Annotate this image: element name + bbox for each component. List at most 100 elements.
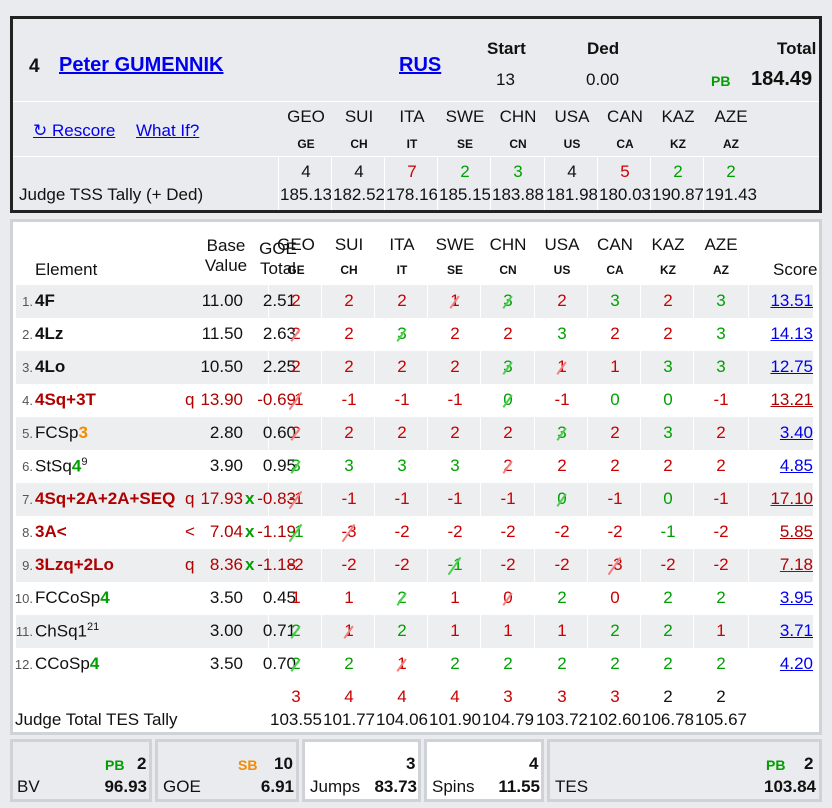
- element-name: 4Lo: [35, 357, 65, 377]
- judge-mark: 2: [482, 324, 534, 344]
- judge-mark-value: 2: [610, 324, 620, 343]
- element-score-link[interactable]: 13.51: [770, 291, 813, 310]
- row-background: [16, 417, 813, 450]
- element-name: FCSp3: [35, 423, 88, 443]
- element-score-link[interactable]: 12.75: [770, 357, 813, 376]
- table-row: 4. 4Sq+3T q 13.90 -0.69 -1 -1 -1 -1 0 -1 0 0 -1 13.21: [13, 384, 813, 417]
- skater-name-link[interactable]: Peter GUMENNIK: [59, 54, 224, 76]
- element-score-link[interactable]: 4.85: [779, 456, 813, 475]
- judge-mark: 2: [323, 357, 375, 377]
- judge-mark-value: -2: [713, 555, 729, 574]
- judge-mark: 0: [536, 489, 588, 509]
- row-background: [16, 615, 813, 648]
- rescore-link[interactable]: ↻ Rescore: [33, 121, 115, 141]
- judge-mark-dropped: 1: [557, 357, 567, 376]
- judge-mark: 2: [482, 423, 534, 443]
- base-value: 8.36: [209, 555, 243, 574]
- judge-country: GEO: [287, 107, 325, 126]
- judge-mark-value: -2: [288, 555, 304, 574]
- tes-value: 103.55: [270, 710, 322, 729]
- element-score-link[interactable]: 5.85: [779, 522, 813, 541]
- element-code: StSq: [35, 456, 72, 476]
- judge-mark: -2: [482, 555, 534, 575]
- judge-mark-dropped: 2: [291, 324, 301, 343]
- element-score-link[interactable]: 3.71: [779, 621, 813, 640]
- judge-mark-dropped: 2: [291, 621, 301, 640]
- judge-mark: -1: [429, 390, 481, 410]
- tes-value: 104.06: [376, 710, 428, 729]
- tes-value: 102.60: [589, 710, 641, 729]
- element-code: 4Lz: [35, 324, 64, 343]
- judge-mark: -1: [376, 489, 428, 509]
- judge-mark: 2: [429, 423, 481, 443]
- column-divider: [321, 230, 322, 731]
- element-score-link[interactable]: 7.18: [779, 555, 813, 574]
- judge-mark: 3: [482, 291, 534, 311]
- element-score-link[interactable]: 4.20: [779, 654, 813, 673]
- element-code: 4Sq+2A+2A+SEQ: [35, 489, 176, 508]
- judge-mark: 0: [589, 390, 641, 410]
- judge-country: SUI: [334, 235, 364, 254]
- element-score-link[interactable]: 3.95: [779, 588, 813, 607]
- judge-mark-value: 2: [450, 423, 460, 442]
- judge-mark-dropped: -3: [607, 555, 623, 574]
- column-divider: [587, 230, 588, 731]
- judge-mark-value: -2: [394, 522, 410, 541]
- element-score-link[interactable]: 3.40: [779, 423, 813, 442]
- element-score-link[interactable]: 17.10: [770, 489, 813, 508]
- judge-code: CN: [509, 137, 527, 151]
- bonus-x: x: [245, 489, 255, 508]
- judge-mark: 3: [695, 291, 747, 311]
- judge-mark: 2: [376, 588, 428, 608]
- row-background: [16, 549, 813, 582]
- row-background: [16, 483, 813, 516]
- judge-mark: 0: [482, 390, 534, 410]
- nation-link[interactable]: RUS: [399, 54, 442, 76]
- judge-mark: 1: [429, 621, 481, 641]
- judge-mark: 2: [642, 654, 694, 674]
- judge-mark-value: -1: [341, 390, 357, 409]
- bonus-x: x: [245, 522, 255, 541]
- judge-mark: 2: [642, 324, 694, 344]
- judge-mark: -3: [323, 522, 375, 542]
- tss-value: 183.88: [492, 185, 544, 204]
- judge-mark-value: 2: [557, 456, 567, 475]
- what-if-link[interactable]: What If?: [136, 121, 200, 140]
- tss-value: 185.13: [280, 185, 332, 204]
- elements-panel: Element Base Value GOE Total GEO GE SUI CH ITA…: [10, 219, 822, 735]
- tes-value: 104.79: [482, 710, 534, 729]
- judge-mark: 2: [429, 654, 481, 674]
- element-code: FCSp: [35, 423, 79, 442]
- element-score-link[interactable]: 13.21: [770, 390, 813, 409]
- element-number: 5.: [22, 426, 33, 441]
- judge-mark-value: 2: [344, 423, 354, 442]
- judge-mark: -1: [429, 489, 481, 509]
- judge-mark: -2: [695, 555, 747, 575]
- judge-mark: 3: [429, 456, 481, 476]
- tss-rank: 4: [301, 162, 311, 181]
- judge-mark: 2: [642, 621, 694, 641]
- goe-total: 0.70: [262, 654, 296, 673]
- judge-mark-value: 2: [663, 324, 673, 343]
- element-score-link[interactable]: 14.13: [770, 324, 813, 343]
- judge-mark: 3: [536, 324, 588, 344]
- judge-mark-value: 0: [610, 588, 620, 607]
- element-flag: q: [185, 390, 195, 409]
- judge-mark-value: 2: [610, 621, 620, 640]
- element-name: 3A<: [35, 522, 67, 542]
- judge-mark-value: 2: [610, 423, 620, 442]
- judge-mark-value: -2: [607, 522, 623, 541]
- judge-mark-value: -1: [447, 489, 463, 508]
- judge-mark-value: 2: [663, 621, 673, 640]
- judge-mark-value: 3: [663, 357, 673, 376]
- judge-code: CA: [606, 263, 624, 277]
- element-flag: q: [185, 489, 195, 508]
- goe-rank: 10: [274, 754, 293, 773]
- judge-mark-dropped: 2: [503, 456, 513, 475]
- judge-mark: 2: [536, 588, 588, 608]
- jumps-summary: 3 Jumps 83.73: [302, 739, 421, 802]
- tss-value: 178.16: [386, 185, 438, 204]
- tes-rank: 4: [344, 687, 354, 706]
- goe-total: 2.63: [262, 324, 296, 343]
- judge-mark: 1: [429, 588, 481, 608]
